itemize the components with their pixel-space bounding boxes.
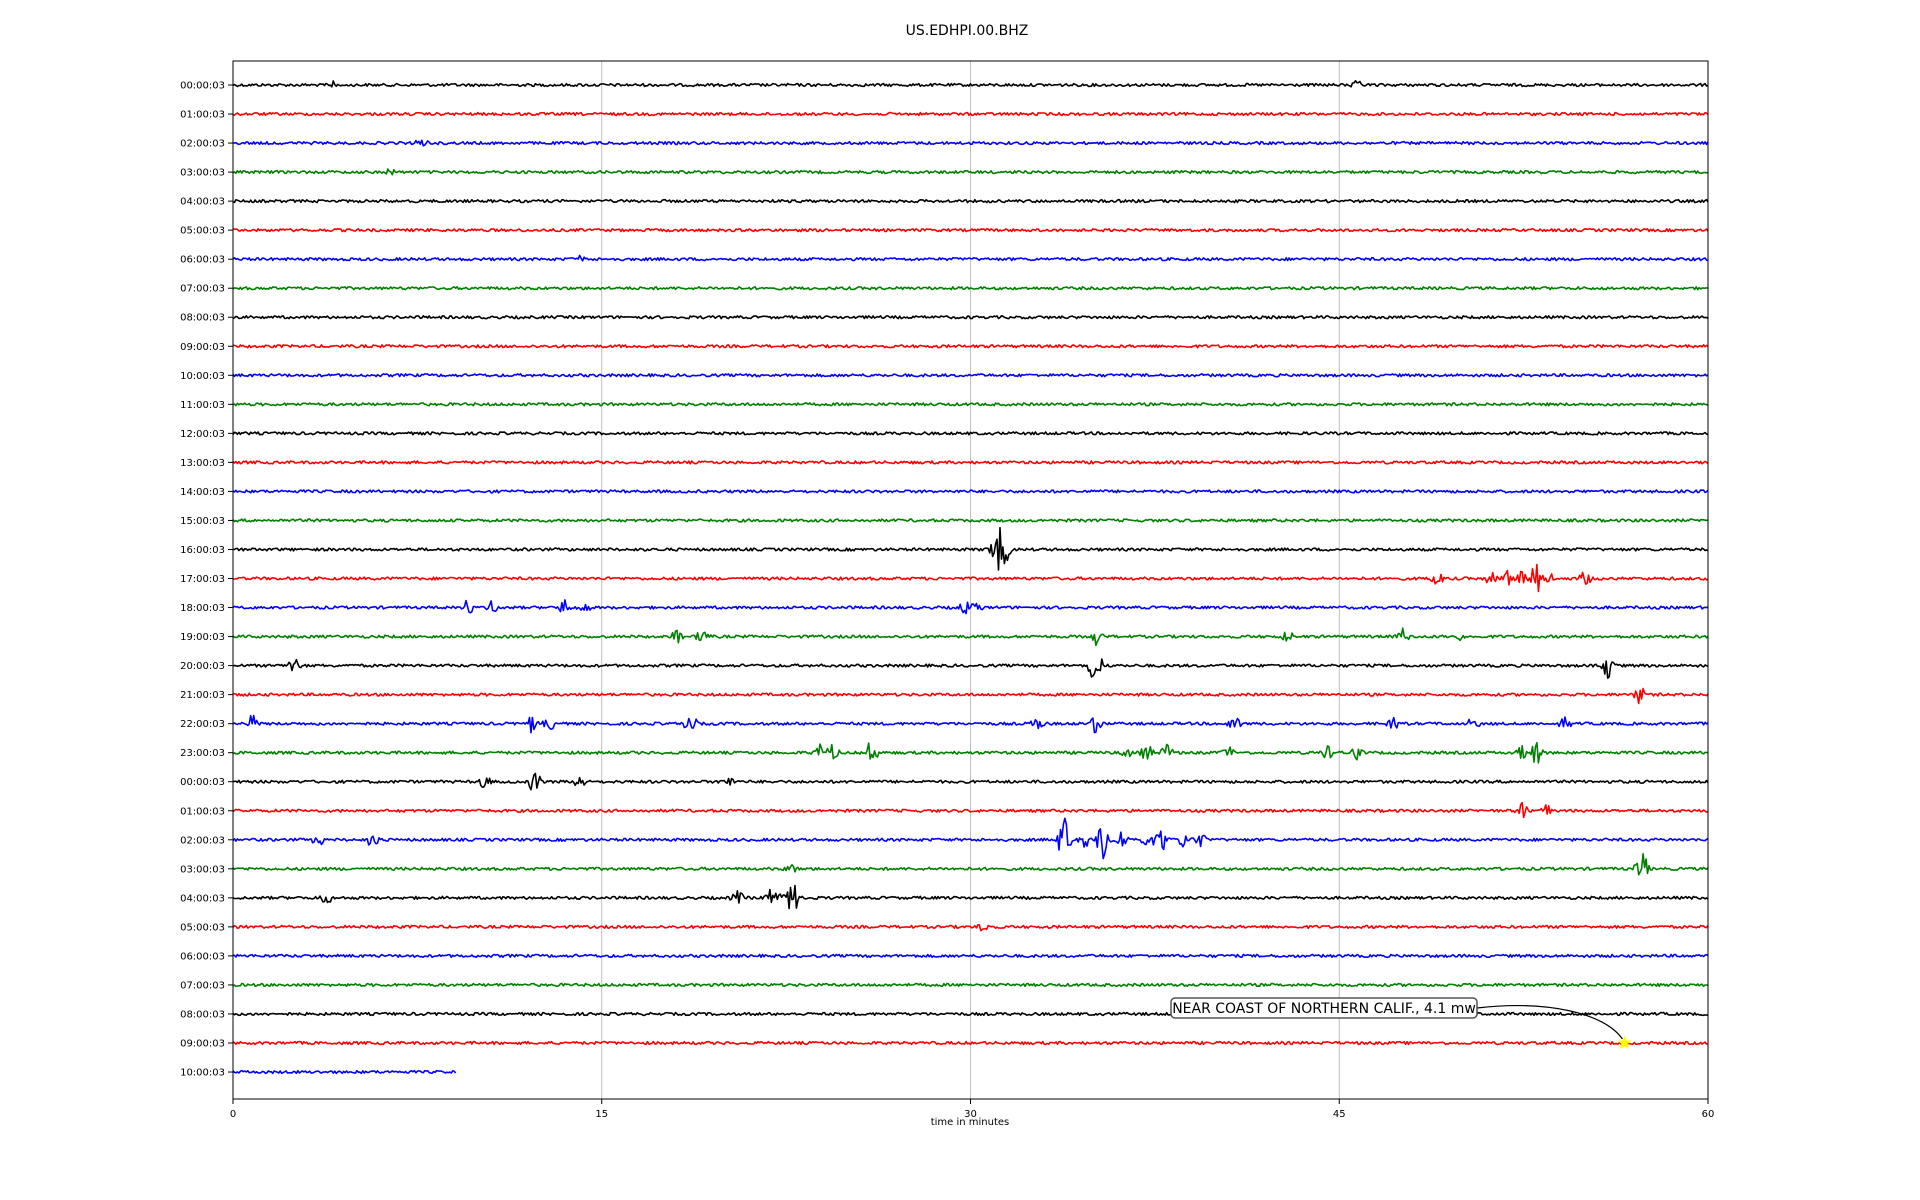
trace-time-label: 06:00:03 [180, 951, 225, 962]
trace-time-label: 04:00:03 [180, 197, 225, 208]
seismic-trace [232, 198, 1709, 204]
seismic-trace [232, 111, 1709, 117]
seismic-trace [232, 80, 1709, 88]
trace-time-label: 13:00:03 [180, 458, 225, 469]
x-axis-ticks: 0 15 30 45 60 [230, 1099, 1715, 1120]
seismic-trace [232, 460, 1709, 465]
trace-time-label: 02:00:03 [180, 835, 225, 846]
seismic-trace [232, 924, 1709, 932]
trace-time-label: 08:00:03 [180, 1009, 225, 1020]
trace-time-label: 07:00:03 [180, 284, 225, 295]
seismic-trace [232, 982, 1709, 988]
x-tick-label: 0 [230, 1109, 236, 1120]
trace-time-label: 05:00:03 [180, 922, 225, 933]
trace-time-label: 23:00:03 [180, 748, 225, 759]
seismic-trace [232, 228, 1709, 233]
trace-time-label: 21:00:03 [180, 690, 225, 701]
trace-time-label: 15:00:03 [180, 516, 225, 527]
seismic-trace [232, 254, 1709, 262]
trace-time-label: 10:00:03 [180, 371, 225, 382]
seismic-trace [232, 741, 1709, 764]
trace-time-label: 03:00:03 [180, 168, 225, 179]
seismic-trace [232, 518, 1709, 523]
annotation-arrow [1476, 1005, 1623, 1040]
annotation-text: NEAR COAST OF NORTHERN CALIF., 4.1 mw [1172, 1001, 1476, 1017]
seismic-traces [232, 80, 1709, 1075]
trace-time-label: 18:00:03 [180, 603, 225, 614]
seismic-trace [232, 953, 1709, 959]
trace-time-label: 17:00:03 [180, 574, 225, 585]
trace-time-label: 16:00:03 [180, 545, 225, 556]
trace-time-label: 03:00:03 [180, 864, 225, 875]
trace-time-label: 05:00:03 [180, 226, 225, 237]
seismic-trace [232, 817, 1709, 860]
trace-time-label: 22:00:03 [180, 719, 225, 730]
x-tick-label: 45 [1333, 1109, 1346, 1120]
trace-time-label: 12:00:03 [180, 429, 225, 440]
x-tick-label: 30 [964, 1109, 977, 1120]
trace-time-label: 08:00:03 [180, 313, 225, 324]
trace-time-label: 01:00:03 [180, 110, 225, 121]
seismic-trace [232, 687, 1709, 705]
seismic-trace [232, 489, 1709, 494]
seismic-trace [232, 431, 1709, 436]
seismic-trace [232, 402, 1709, 407]
seismic-trace [232, 853, 1709, 876]
trace-time-label: 20:00:03 [180, 661, 225, 672]
seismic-trace [232, 714, 1709, 734]
seismic-trace [232, 1069, 457, 1075]
trace-time-label: 00:00:03 [180, 777, 225, 788]
seismic-trace [232, 373, 1709, 378]
trace-time-label: 02:00:03 [180, 139, 225, 150]
trace-time-label: 06:00:03 [180, 255, 225, 266]
seismic-trace [232, 884, 1709, 910]
trace-time-label: 19:00:03 [180, 632, 225, 643]
chart-title: US.EDHPI.00.BHZ [906, 23, 1029, 39]
trace-time-labels: 00:00:03 01:00:03 02:00:03 03:00:03 04:00:03… [180, 81, 233, 1079]
seismic-trace [232, 801, 1709, 819]
seismic-trace [232, 772, 1709, 791]
seismic-trace [232, 344, 1709, 349]
trace-time-label: 14:00:03 [180, 487, 225, 498]
seismic-trace [232, 1040, 1709, 1046]
x-axis-label: time in minutes [931, 1117, 1010, 1128]
x-tick-label: 15 [595, 1109, 608, 1120]
seismic-trace [232, 315, 1709, 320]
trace-time-label: 09:00:03 [180, 1038, 225, 1049]
plot-frame [232, 60, 1709, 1100]
trace-time-label: 07:00:03 [180, 980, 225, 991]
seismic-trace [232, 563, 1709, 593]
seismic-trace [232, 139, 1709, 147]
trace-time-label: 09:00:03 [180, 342, 225, 353]
trace-time-label: 01:00:03 [180, 806, 225, 817]
event-annotation: NEAR COAST OF NORTHERN CALIF., 4.1 mw [1170, 997, 1632, 1050]
trace-time-label: 00:00:03 [180, 81, 225, 92]
seismic-trace [232, 526, 1709, 571]
seismic-trace [232, 658, 1709, 679]
seismic-trace [232, 627, 1709, 647]
trace-time-label: 04:00:03 [180, 893, 225, 904]
seismic-trace [232, 286, 1709, 291]
trace-time-label: 11:00:03 [180, 400, 225, 411]
seismic-trace [232, 168, 1709, 176]
seismic-trace [232, 599, 1709, 615]
x-tick-label: 60 [1702, 1109, 1715, 1120]
annotation-box [1170, 997, 1478, 1019]
trace-time-label: 10:00:03 [180, 1068, 225, 1079]
event-star-icon [1617, 1035, 1632, 1050]
